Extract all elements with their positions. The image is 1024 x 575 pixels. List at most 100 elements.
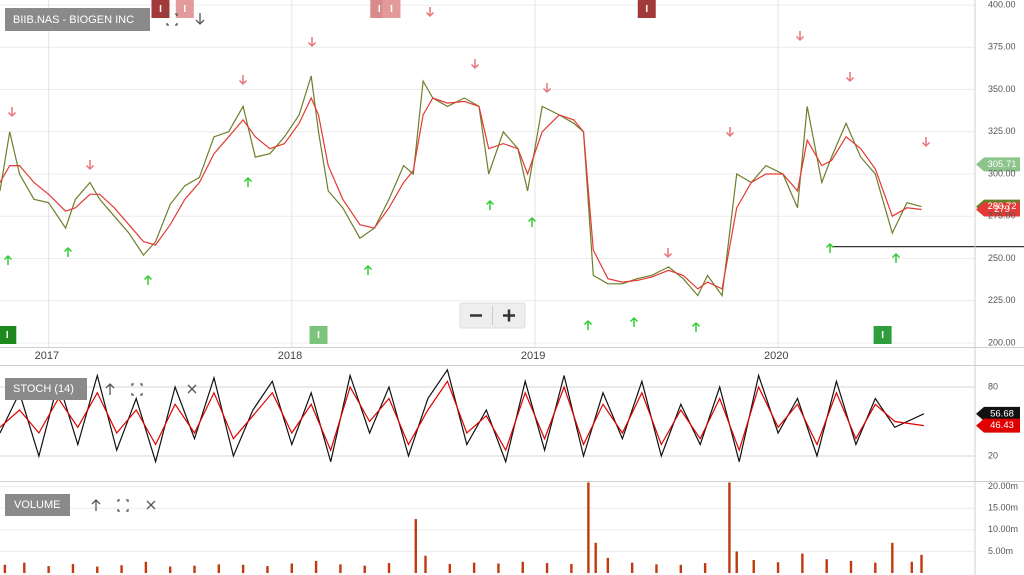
close-icon[interactable] xyxy=(187,384,197,394)
volume-bar xyxy=(23,562,26,573)
volume-bar xyxy=(545,563,549,573)
y-tick-label: 10.00m xyxy=(988,524,1018,534)
volume-bar xyxy=(825,559,828,573)
price-header: BIIB.NAS - BIOGEN INC xyxy=(5,8,205,31)
y-tick-label: 325.00 xyxy=(988,126,1016,136)
volume-bar xyxy=(217,564,221,573)
volume-bar xyxy=(414,519,417,573)
y-tick-label: 250.00 xyxy=(988,253,1016,263)
volume-bar xyxy=(703,563,707,573)
down-icon[interactable] xyxy=(195,13,205,25)
volume-bar xyxy=(874,562,877,573)
volume-bar xyxy=(801,553,804,573)
stoch-header: STOCH (14) xyxy=(5,378,197,400)
volume-bar xyxy=(655,564,658,573)
close-icon[interactable] xyxy=(146,500,156,510)
stoch-title: STOCH (14) xyxy=(13,383,74,395)
x-tick-label: 2019 xyxy=(521,350,545,362)
event-label: I xyxy=(645,4,648,15)
volume-bar xyxy=(96,566,99,573)
title-box xyxy=(5,494,70,516)
volume-bar xyxy=(497,563,500,573)
volume-bar xyxy=(424,555,427,573)
labels: 200.00 225.00 250.00 275.00 300.00 325.00 350.… xyxy=(6,0,1018,556)
event-marker[interactable] xyxy=(637,0,656,18)
last-value-label: 280.72 xyxy=(987,201,1016,212)
x-tick-label: 2017 xyxy=(35,350,59,362)
volume-bar xyxy=(679,564,682,573)
chart-title: BIIB.NAS - BIOGEN INC xyxy=(13,14,134,26)
volume-title: VOLUME xyxy=(14,499,60,511)
y-tick-label: 200.00 xyxy=(988,337,1016,347)
volume-bar xyxy=(472,562,476,573)
y-tick-label: 225.00 xyxy=(988,295,1016,305)
volume-bar xyxy=(752,560,755,573)
event-marker[interactable] xyxy=(873,326,892,344)
last-value-label: 56.68 xyxy=(990,408,1014,419)
expand-icon[interactable] xyxy=(117,499,129,512)
volume-bar xyxy=(47,566,50,573)
volume-bar xyxy=(266,566,269,573)
event-label: I xyxy=(317,330,320,341)
event-marker[interactable] xyxy=(151,0,170,18)
event-marker[interactable] xyxy=(309,326,328,344)
volume-bar xyxy=(594,542,597,573)
price-tag xyxy=(976,157,1020,172)
series-line xyxy=(0,75,922,298)
volume-bar xyxy=(735,551,738,573)
volume-bar xyxy=(776,562,780,573)
last-value-tag xyxy=(976,202,1020,217)
expand-icon[interactable] xyxy=(131,383,143,396)
event-label: I xyxy=(378,4,381,15)
y-tick-label: 15.00m xyxy=(988,503,1018,513)
y-tick-label: 275.00 xyxy=(988,211,1016,221)
y-tick-label: 300.00 xyxy=(988,168,1016,178)
volume-bar xyxy=(521,561,524,573)
y-tick-label: 5.00m xyxy=(988,546,1013,556)
volume-bar xyxy=(241,564,245,573)
event-marker[interactable] xyxy=(175,0,194,18)
event-label: I xyxy=(159,4,162,15)
y-tick-label: 350.00 xyxy=(988,84,1016,94)
volume-bar xyxy=(448,563,452,573)
y-tick-label: 375.00 xyxy=(988,42,1016,52)
event-label: I xyxy=(183,4,186,15)
last-value-label: 46.43 xyxy=(990,420,1014,431)
y-tick-label: 400.00 xyxy=(988,0,1016,9)
volume-bar xyxy=(168,566,172,573)
volume-bar xyxy=(290,563,293,573)
expand-icon[interactable] xyxy=(166,13,178,26)
up-icon[interactable] xyxy=(91,499,101,511)
volume-bar xyxy=(71,563,75,573)
zoom-controls xyxy=(459,302,526,329)
last-value-tag xyxy=(976,418,1020,433)
volume-bar xyxy=(849,560,853,573)
volume-bar xyxy=(570,563,573,573)
y-tick-label: 20.00m xyxy=(988,481,1018,491)
price-tag-label: 305.71 xyxy=(987,159,1016,170)
last-value-label: 279 xyxy=(994,204,1010,215)
x-tick-label: 2020 xyxy=(764,350,788,362)
last-value-tag xyxy=(976,406,1020,421)
up-icon[interactable] xyxy=(105,383,115,395)
volume-bar xyxy=(910,561,913,573)
title-box xyxy=(5,378,87,400)
volume-bar xyxy=(587,482,590,573)
volume-bar xyxy=(314,560,318,573)
zoom-in[interactable] xyxy=(503,309,515,322)
event-marker[interactable] xyxy=(0,326,17,344)
title-box xyxy=(5,8,150,31)
volume-bar xyxy=(120,565,123,573)
x-tick-label: 2018 xyxy=(278,350,302,362)
volume-bar xyxy=(3,564,7,573)
volume-bar xyxy=(193,565,196,573)
volume-bar xyxy=(387,563,391,573)
series-line xyxy=(0,96,922,290)
event-label: I xyxy=(6,330,9,341)
event-marker[interactable] xyxy=(382,0,401,18)
volume-bar xyxy=(606,557,610,573)
